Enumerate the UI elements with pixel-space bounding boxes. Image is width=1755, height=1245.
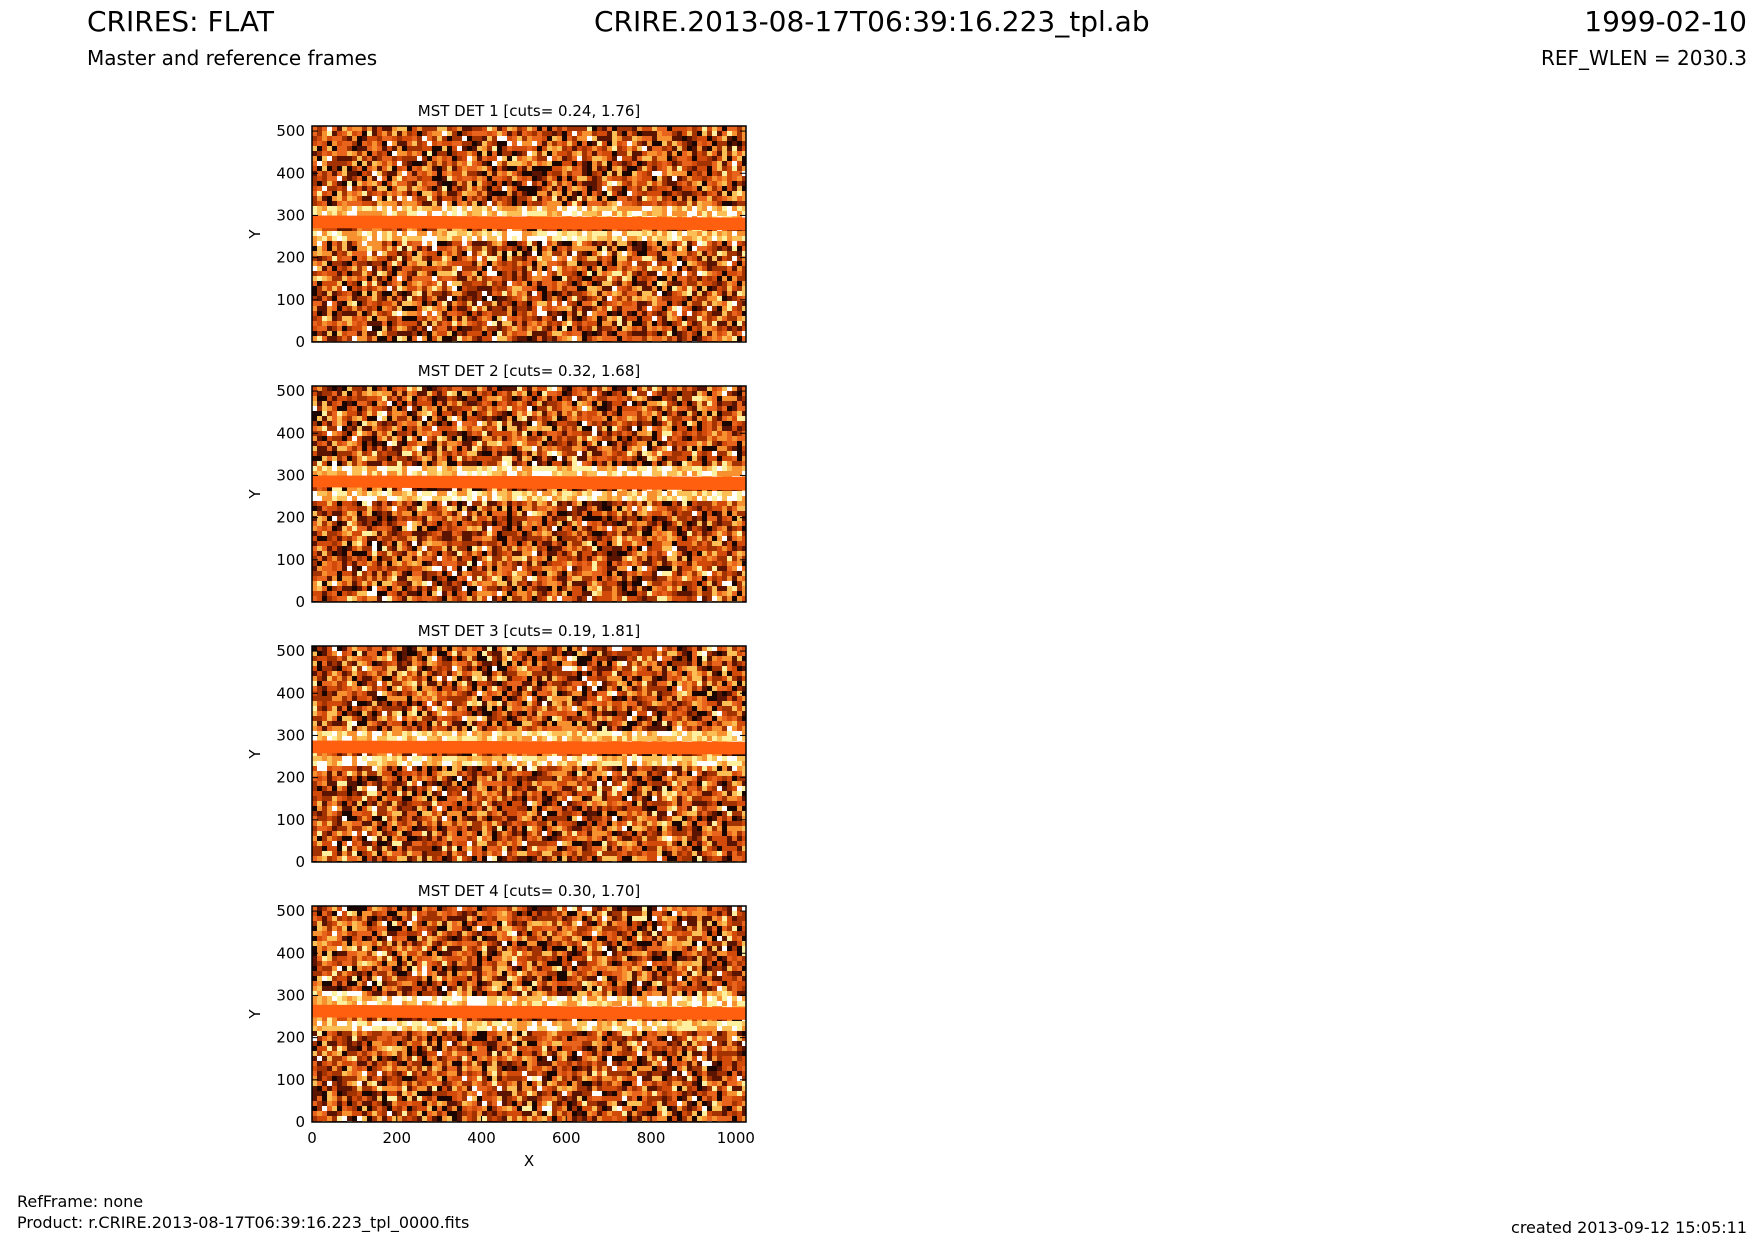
y-tick-label: 500 — [276, 642, 305, 660]
spectral-band — [312, 475, 746, 491]
created-timestamp: created 2013-09-12 15:05:11 — [1511, 1218, 1747, 1237]
ref-wlen: REF_WLEN = 2030.3 — [1540, 46, 1747, 70]
file-name: CRIRE.2013-08-17T06:39:16.223_tpl.ab — [594, 5, 1150, 38]
spectral-band — [312, 1004, 746, 1020]
spectral-band — [312, 215, 746, 231]
y-tick-label: 400 — [276, 684, 305, 702]
plot-frame — [311, 905, 747, 1123]
y-tick-label: 100 — [276, 811, 305, 829]
detector-panel-1: MST DET 1 [cuts= 0.24, 1.76] 0 100 200 300 40… — [246, 102, 747, 351]
y-tick-label: 200 — [276, 249, 305, 267]
y-tick-label: 100 — [276, 551, 305, 569]
panel-title: MST DET 4 [cuts= 0.30, 1.70] — [418, 882, 641, 900]
y-tick-label: 0 — [295, 1113, 305, 1131]
observation-date: 1999-02-10 — [1584, 5, 1747, 38]
y-axis-label: Y — [246, 1009, 264, 1020]
x-axis-label: X — [524, 1152, 534, 1170]
plot-frame — [311, 125, 747, 343]
detector-panel-2: MST DET 2 [cuts= 0.32, 1.68] 0 100 200 300 40… — [246, 362, 747, 611]
y-tick-label: 400 — [276, 944, 305, 962]
panel-title: MST DET 3 [cuts= 0.19, 1.81] — [418, 622, 641, 640]
y-tick-label: 400 — [276, 164, 305, 182]
y-tick-label: 300 — [276, 466, 305, 484]
panel-title: MST DET 2 [cuts= 0.32, 1.68] — [418, 362, 641, 380]
report-subtitle: Master and reference frames — [87, 46, 378, 70]
x-tick-label: 600 — [552, 1129, 581, 1147]
y-tick-label: 200 — [276, 769, 305, 787]
x-tick-label: 0 — [307, 1129, 317, 1147]
detector-image — [312, 386, 746, 602]
spectral-band — [312, 740, 746, 755]
y-axis-label: Y — [246, 749, 264, 760]
detector-panel-4: MST DET 4 [cuts= 0.30, 1.70] 0 100 200 300 40… — [246, 882, 755, 1170]
detector-image — [312, 126, 746, 342]
y-tick-label: 500 — [276, 122, 305, 140]
plot-frame — [311, 645, 747, 863]
x-tick-label: 1000 — [717, 1129, 755, 1147]
y-tick-label: 100 — [276, 291, 305, 309]
y-tick-label: 300 — [276, 986, 305, 1004]
y-tick-label: 0 — [295, 333, 305, 351]
product-label: Product: r.CRIRE.2013-08-17T06:39:16.223… — [17, 1213, 470, 1232]
x-tick-label: 800 — [637, 1129, 666, 1147]
detector-image — [312, 906, 746, 1122]
y-tick-label: 200 — [276, 509, 305, 527]
y-tick-label: 400 — [276, 424, 305, 442]
y-axis-label: Y — [246, 489, 264, 500]
y-tick-label: 300 — [276, 726, 305, 744]
y-tick-label: 100 — [276, 1071, 305, 1089]
y-tick-label: 0 — [295, 853, 305, 871]
y-tick-label: 500 — [276, 382, 305, 400]
refframe-label: RefFrame: none — [17, 1192, 144, 1211]
panel-title: MST DET 1 [cuts= 0.24, 1.76] — [418, 102, 641, 120]
report-title: CRIRES: FLAT — [87, 5, 274, 38]
y-axis-label: Y — [246, 229, 264, 240]
y-tick-label: 200 — [276, 1029, 305, 1047]
y-tick-label: 0 — [295, 593, 305, 611]
x-tick-label: 400 — [467, 1129, 496, 1147]
x-tick-label: 200 — [382, 1129, 411, 1147]
plot-frame — [311, 385, 747, 603]
y-tick-label: 500 — [276, 902, 305, 920]
detector-image — [312, 646, 746, 862]
detector-panel-3: MST DET 3 [cuts= 0.19, 1.81] 0 100 200 300 40… — [246, 622, 747, 871]
y-tick-label: 300 — [276, 206, 305, 224]
